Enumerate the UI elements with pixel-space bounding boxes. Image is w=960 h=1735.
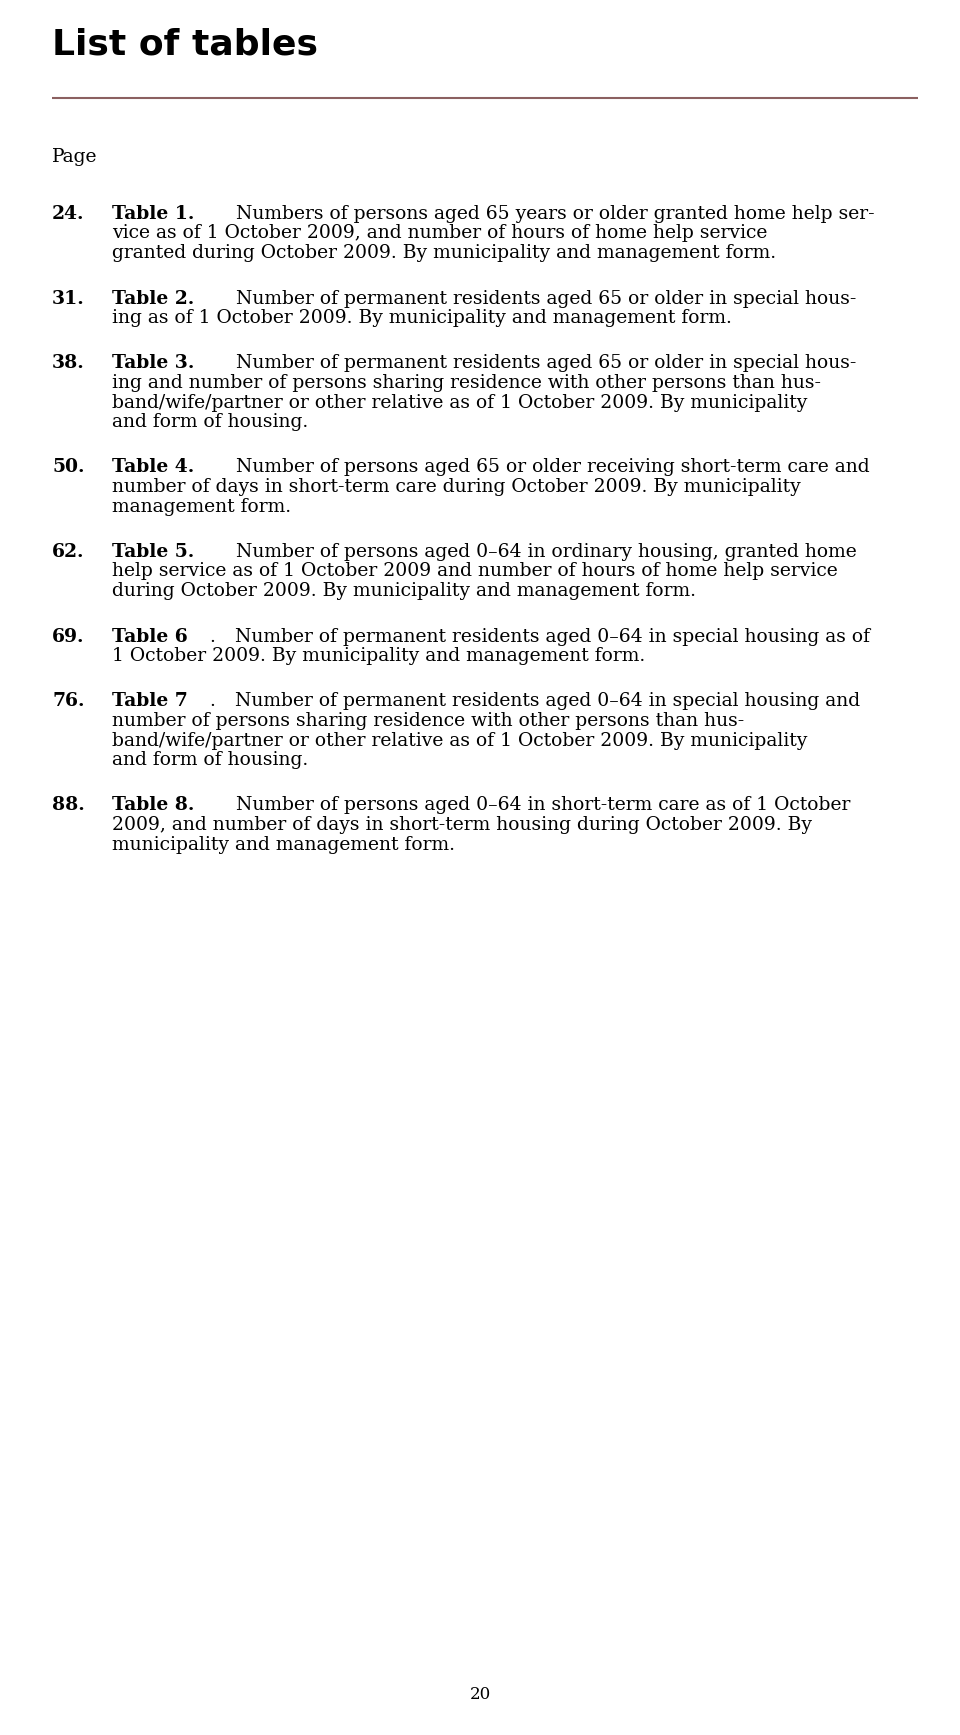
Text: 38.: 38. <box>52 354 84 373</box>
Text: during October 2009. By municipality and management form.: during October 2009. By municipality and… <box>112 581 696 600</box>
Text: Number of persons aged 0–64 in short-term care as of 1 October: Number of persons aged 0–64 in short-ter… <box>225 796 851 814</box>
Text: ing as of 1 October 2009. By municipality and management form.: ing as of 1 October 2009. By municipalit… <box>112 309 732 326</box>
Text: 24.: 24. <box>52 205 84 224</box>
Text: Number of permanent residents aged 0–64 in special housing as of: Number of permanent residents aged 0–64 … <box>224 628 871 645</box>
Text: Table 3.: Table 3. <box>112 354 194 373</box>
Text: help service as of 1 October 2009 and number of hours of home help service: help service as of 1 October 2009 and nu… <box>112 562 838 581</box>
Text: 20: 20 <box>469 1686 491 1704</box>
Text: ing and number of persons sharing residence with other persons than hus-: ing and number of persons sharing reside… <box>112 375 821 392</box>
Text: Table 1.: Table 1. <box>112 205 194 224</box>
Text: .: . <box>209 692 216 711</box>
Text: 2009, and number of days in short-term housing during October 2009. By: 2009, and number of days in short-term h… <box>112 815 812 835</box>
Text: band/wife/partner or other relative as of 1 October 2009. By municipality: band/wife/partner or other relative as o… <box>112 394 807 411</box>
Text: management form.: management form. <box>112 498 291 515</box>
Text: band/wife/partner or other relative as of 1 October 2009. By municipality: band/wife/partner or other relative as o… <box>112 732 807 750</box>
Text: number of days in short-term care during October 2009. By municipality: number of days in short-term care during… <box>112 479 801 496</box>
Text: Table 8.: Table 8. <box>112 796 194 814</box>
Text: Number of persons aged 65 or older receiving short-term care and: Number of persons aged 65 or older recei… <box>224 458 870 477</box>
Text: Number of persons aged 0–64 in ordinary housing, granted home: Number of persons aged 0–64 in ordinary … <box>224 543 857 560</box>
Text: List of tables: List of tables <box>52 28 318 62</box>
Text: Table 2.: Table 2. <box>112 290 194 307</box>
Text: 76.: 76. <box>52 692 84 711</box>
Text: Table 7: Table 7 <box>112 692 188 711</box>
Text: Number of permanent residents aged 65 or older in special hous-: Number of permanent residents aged 65 or… <box>225 354 856 373</box>
Text: 88.: 88. <box>52 796 84 814</box>
Text: granted during October 2009. By municipality and management form.: granted during October 2009. By municipa… <box>112 245 776 262</box>
Text: Table 5.: Table 5. <box>112 543 194 560</box>
Text: 1 October 2009. By municipality and management form.: 1 October 2009. By municipality and mana… <box>112 647 645 665</box>
Text: 31.: 31. <box>52 290 84 307</box>
Text: Numbers of persons aged 65 years or older granted home help ser-: Numbers of persons aged 65 years or olde… <box>225 205 875 224</box>
Text: 50.: 50. <box>52 458 84 477</box>
Text: Number of permanent residents aged 0–64 in special housing and: Number of permanent residents aged 0–64 … <box>224 692 860 711</box>
Text: Table 6: Table 6 <box>112 628 188 645</box>
Text: number of persons sharing residence with other persons than hus-: number of persons sharing residence with… <box>112 711 744 730</box>
Text: vice as of 1 October 2009, and number of hours of home help service: vice as of 1 October 2009, and number of… <box>112 224 767 243</box>
Text: .: . <box>209 628 216 645</box>
Text: municipality and management form.: municipality and management form. <box>112 836 455 854</box>
Text: 62.: 62. <box>52 543 84 560</box>
Text: and form of housing.: and form of housing. <box>112 413 308 430</box>
Text: Number of permanent residents aged 65 or older in special hous-: Number of permanent residents aged 65 or… <box>224 290 856 307</box>
Text: and form of housing.: and form of housing. <box>112 751 308 769</box>
Text: 69.: 69. <box>52 628 84 645</box>
Text: Page: Page <box>52 147 98 167</box>
Text: Table 4.: Table 4. <box>112 458 194 477</box>
